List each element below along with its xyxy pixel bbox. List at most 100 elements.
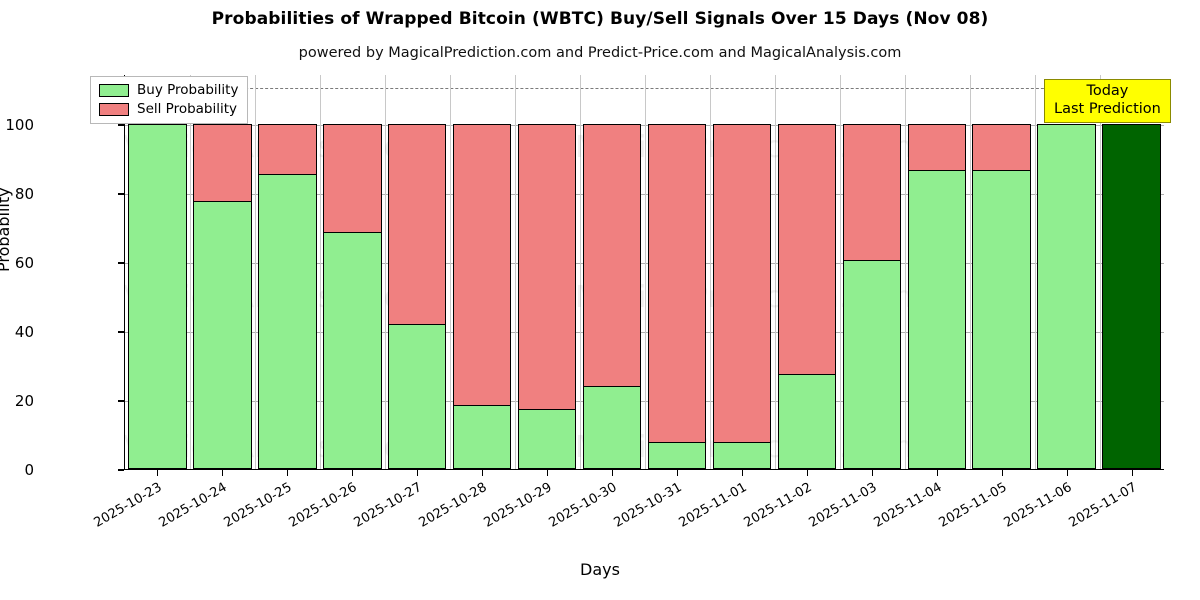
y-tick-label: 60 [14, 254, 34, 272]
bar-segment-buy[interactable] [777, 373, 837, 469]
x-tick-mark [416, 470, 418, 476]
bar-segment-buy[interactable] [258, 174, 317, 469]
plot-clip: MagicalAnalysis.comMagicalPrediction.com… [125, 75, 1164, 469]
stacked-bar[interactable] [907, 124, 966, 469]
stacked-bar[interactable] [972, 124, 1031, 469]
y-tick-mark [118, 124, 124, 126]
bar-segment-sell[interactable] [193, 124, 252, 202]
stacked-bar[interactable] [647, 124, 707, 469]
x-axis-label: Days [580, 560, 620, 579]
y-tick-label: 100 [5, 116, 34, 134]
bar-segment-sell[interactable] [258, 124, 317, 175]
y-tick-label: 40 [14, 323, 34, 341]
gridline-x [1035, 75, 1036, 469]
bar-segment-sell[interactable] [517, 124, 577, 409]
stacked-bar[interactable] [1102, 124, 1161, 469]
x-tick-mark [481, 470, 483, 476]
x-tick-mark [1001, 470, 1003, 476]
bar-segment-buy[interactable] [323, 231, 382, 469]
legend-label-sell: Sell Probability [137, 101, 238, 117]
y-tick-mark [118, 400, 124, 402]
stacked-bar[interactable] [1037, 124, 1096, 469]
gridline-x [905, 75, 906, 469]
bar-segment-sell[interactable] [582, 124, 642, 386]
chart-subtitle: powered by MagicalPrediction.com and Pre… [298, 45, 902, 61]
stacked-bar[interactable] [582, 124, 642, 469]
x-tick-mark [806, 470, 808, 476]
gridline-x [255, 75, 256, 469]
bar-segment-buy[interactable] [582, 385, 642, 469]
x-tick-mark [676, 470, 678, 476]
legend-item-buy[interactable]: Buy Probability [99, 82, 238, 98]
bar-segment-sell[interactable] [647, 124, 707, 443]
legend-item-sell[interactable]: Sell Probability [99, 101, 238, 117]
bar-segment-sell[interactable] [777, 124, 837, 374]
bar-segment-sell[interactable] [712, 124, 772, 443]
legend-label-buy: Buy Probability [137, 82, 239, 98]
bar-slot [515, 75, 580, 469]
bar-segment-buy[interactable] [972, 169, 1031, 469]
plot-area: MagicalAnalysis.comMagicalPrediction.com… [124, 75, 1164, 470]
gridline-x [580, 75, 581, 469]
bar-segment-sell[interactable] [972, 124, 1031, 170]
x-tick-mark [286, 470, 288, 476]
chart-title: Probabilities of Wrapped Bitcoin (WBTC) … [211, 9, 989, 29]
gridline-x [1100, 75, 1101, 469]
bar-slot [645, 75, 710, 469]
y-tick-label: 20 [14, 392, 34, 410]
bar-segment-buy[interactable] [128, 124, 187, 469]
stacked-bar[interactable] [452, 124, 512, 469]
y-tick-mark [118, 262, 124, 264]
bar-segment-buy[interactable] [452, 404, 512, 469]
bar-segment-buy[interactable] [842, 260, 901, 469]
x-tick-mark [1131, 470, 1133, 476]
gridline-x [840, 75, 841, 469]
bar-segment-buy[interactable] [907, 169, 966, 469]
bar-segment-buy[interactable] [1037, 124, 1096, 469]
y-tick-mark [118, 331, 124, 333]
bar-segment-sell[interactable] [388, 124, 447, 324]
stacked-bar[interactable] [193, 124, 252, 469]
stacked-bar[interactable] [777, 124, 837, 469]
bar-segment-buy[interactable] [193, 201, 252, 469]
gridline-y [125, 401, 1164, 402]
bar-segment-buy[interactable] [647, 442, 707, 469]
bar-slot [1034, 75, 1099, 469]
bar-segment-buy[interactable] [517, 408, 577, 469]
top-dashed-line [125, 88, 1164, 89]
y-tick-label: 0 [24, 461, 34, 479]
stacked-bar[interactable] [258, 124, 317, 469]
x-tick-mark [351, 470, 353, 476]
y-tick-mark [118, 469, 124, 471]
bar-segment-buy[interactable] [388, 323, 447, 469]
stacked-bar[interactable] [388, 124, 447, 469]
bar-slot [190, 75, 255, 469]
bar-segment-buy[interactable] [712, 442, 772, 469]
y-axis-label: Probability [0, 187, 13, 272]
x-tick-mark [611, 470, 613, 476]
bar-slot [385, 75, 450, 469]
bar-segment-sell[interactable] [452, 124, 512, 405]
bar-segment-sell[interactable] [907, 124, 966, 170]
gridline-x [645, 75, 646, 469]
stacked-bar[interactable] [712, 124, 772, 469]
stacked-bar[interactable] [517, 124, 577, 469]
x-tick-mark [871, 470, 873, 476]
stacked-bar[interactable] [323, 124, 382, 469]
gridline-y [125, 194, 1164, 195]
bar-slot [1099, 75, 1164, 469]
bar-slot [125, 75, 190, 469]
bar-slot [255, 75, 320, 469]
bar-segment-sell[interactable] [323, 124, 382, 232]
today-annotation-line1: Today [1086, 83, 1129, 99]
y-tick-mark [118, 193, 124, 195]
gridline-y [125, 332, 1164, 333]
gridline-y [125, 263, 1164, 264]
bar-segment-today[interactable] [1102, 124, 1161, 469]
today-annotation: Today Last Prediction [1044, 79, 1171, 124]
bar-segment-sell[interactable] [842, 124, 901, 261]
bar-slot [320, 75, 385, 469]
x-tick-mark [936, 470, 938, 476]
stacked-bar[interactable] [842, 124, 901, 469]
stacked-bar[interactable] [128, 124, 187, 469]
